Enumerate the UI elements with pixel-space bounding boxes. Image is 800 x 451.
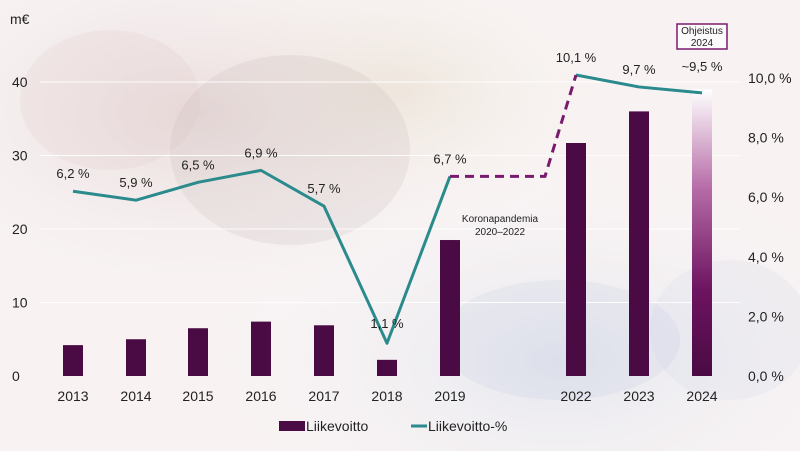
line-data-label: 5,7 % [307,181,341,196]
left-axis: 0 10 20 30 40 m€ [10,11,30,384]
guidance-note-line: Ohjeistus [681,26,723,37]
x-tick-label: 2018 [371,388,402,404]
bar [126,339,146,376]
x-axis: 2013 2014 2015 2016 2017 2018 2019 2022 2023 2024 [57,388,717,404]
y-right-tick-label: 6,0 % [748,189,784,205]
bar-series [63,89,712,377]
line-data-label: ~9,5 % [682,59,723,74]
y-right-tick-label: 10,0 % [748,70,792,86]
legend-swatch-bar [279,421,305,431]
x-tick-label: 2017 [308,388,339,404]
x-tick-label: 2023 [623,388,654,404]
line-data-label: 6,9 % [244,145,278,160]
x-tick-label: 2014 [120,388,151,404]
x-tick-label: 2022 [560,388,591,404]
line-segment [575,73,703,95]
line-data-label: 6,2 % [56,166,90,181]
legend-label: Liikevoitto-% [428,418,507,434]
bar [440,240,460,376]
line-data-label: 6,7 % [433,151,467,166]
y-right-tick-label: 2,0 % [748,308,784,324]
line-data-label: 1,1 % [370,316,404,331]
line-data-label: 6,5 % [181,157,215,172]
line-gap-dashed [450,74,578,178]
y-right-tick-label: 4,0 % [748,249,784,265]
pandemic-note-line: 2020–2022 [475,227,525,238]
line-data-label: 9,7 % [622,62,656,77]
y-left-tick-label: 10 [12,295,28,311]
bar [629,111,649,377]
x-tick-label: 2015 [182,388,213,404]
right-axis: 0,0 % 2,0 % 4,0 % 6,0 % 8,0 % 10,0 % [748,70,792,384]
bar [314,325,334,376]
x-tick-label: 2024 [686,388,717,404]
bar [188,328,208,376]
bar [566,143,586,376]
bar [63,345,83,376]
y-right-tick-label: 8,0 % [748,130,784,146]
y-left-tick-label: 20 [12,221,28,237]
x-tick-label: 2019 [434,388,465,404]
bar [377,359,397,376]
y-left-tick-label: 40 [12,74,28,90]
legend-label: Liikevoitto [306,418,368,434]
x-tick-label: 2013 [57,388,88,404]
y-left-tick-label: 30 [12,148,28,164]
guidance-note-line: 2024 [691,38,714,49]
y-right-tick-label: 0,0 % [748,368,784,384]
bar [251,321,271,376]
legend: Liikevoitto Liikevoitto-% [279,418,507,434]
line-segment [72,168,452,345]
guidance-box [676,23,728,50]
y-left-tick-label: 0 [12,368,20,384]
line-series [72,73,703,345]
pandemic-note-line: Koronapandemia [462,214,539,225]
y-left-unit-label: m€ [10,11,30,27]
line-data-label: 10,1 % [556,50,597,65]
line-data-label: 5,9 % [119,175,153,190]
gridlines [40,81,740,303]
bar [692,89,712,376]
data-labels: 6,2 % 5,9 % 6,5 % 6,9 % 5,7 % 1,1 % 6,7 % 10,1 … [56,50,722,331]
x-tick-label: 2016 [245,388,276,404]
